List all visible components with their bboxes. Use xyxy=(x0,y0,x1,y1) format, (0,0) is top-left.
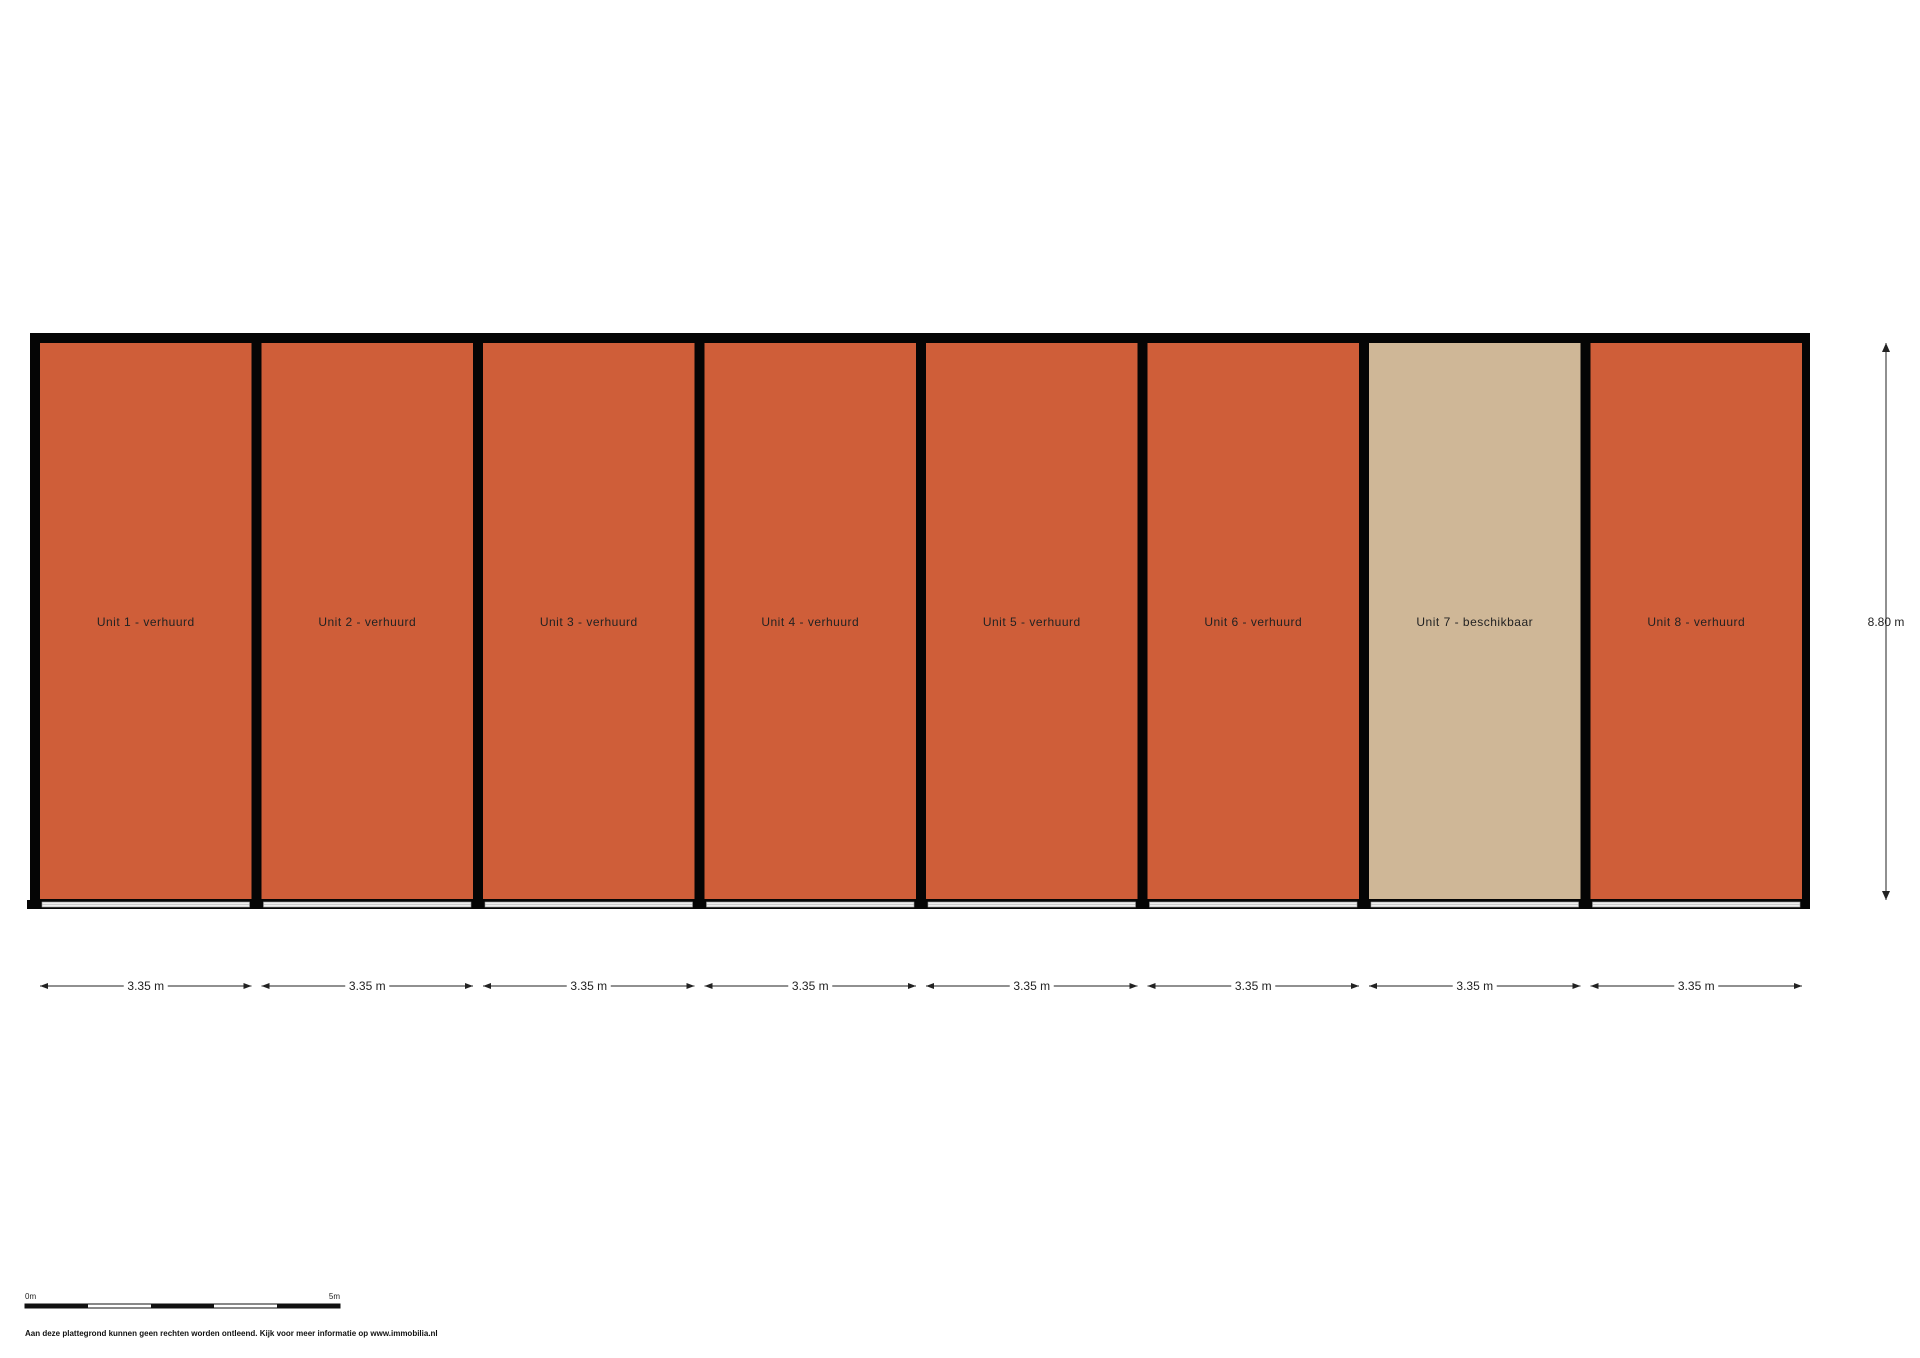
unit-label: Unit 2 - verhuurd xyxy=(318,615,416,629)
unit-floor xyxy=(704,343,916,899)
width-arrow-left xyxy=(704,983,713,989)
width-arrow-left xyxy=(483,983,491,989)
unit-label: Unit 6 - verhuurd xyxy=(1204,615,1302,629)
width-arrow-right xyxy=(1572,983,1581,989)
width-label-bg xyxy=(345,978,390,993)
unit-floor xyxy=(483,343,695,899)
units: Unit 1 - verhuurd Unit 2 - verhuurd Unit 3… xyxy=(40,343,1802,908)
unit-floor xyxy=(1369,343,1581,899)
width-label-bg xyxy=(1452,978,1497,993)
wall-post xyxy=(471,900,485,909)
width-dimension-2: 3.35 m xyxy=(261,978,473,993)
width-arrow-left xyxy=(1590,983,1599,989)
scale-bar-segment xyxy=(151,1304,214,1308)
scale-bar-start-label: 0m xyxy=(25,1292,36,1301)
unit-floor xyxy=(261,343,473,899)
width-arrow-left xyxy=(40,983,48,989)
unit-floor xyxy=(1147,343,1359,899)
width-dimension-label: 3.35 m xyxy=(1678,979,1715,993)
width-dimension-label: 3.35 m xyxy=(1456,979,1493,993)
unit-4: Unit 4 - verhuurd xyxy=(704,343,916,908)
width-label-bg xyxy=(123,978,168,993)
width-dimension-5: 3.35 m xyxy=(926,978,1138,993)
depth-dimension-label: 8.80 m xyxy=(1868,615,1905,629)
width-arrow-right xyxy=(1129,983,1138,989)
scale-bar: 0m 5m xyxy=(24,1292,341,1309)
depth-dimension: 8.80 m xyxy=(1868,343,1905,900)
width-label-bg xyxy=(566,978,611,993)
width-arrow-right xyxy=(243,983,252,989)
width-label-bg xyxy=(1231,978,1276,993)
unit-7: Unit 7 - beschikbaar xyxy=(1369,343,1581,908)
width-label-bg xyxy=(1009,978,1054,993)
width-dimension-4: 3.35 m xyxy=(704,978,916,993)
width-dimension-label: 3.35 m xyxy=(1013,979,1050,993)
width-dimension-label: 3.35 m xyxy=(1235,979,1272,993)
unit-3: Unit 3 - verhuurd xyxy=(483,343,695,908)
wall-post xyxy=(914,900,928,909)
width-arrow-left xyxy=(1147,983,1156,989)
unit-2: Unit 2 - verhuurd xyxy=(261,343,473,908)
unit-label: Unit 1 - verhuurd xyxy=(97,615,195,629)
unit-1: Unit 1 - verhuurd xyxy=(40,343,252,908)
scale-bar-segment xyxy=(25,1304,88,1308)
unit-label: Unit 7 - beschikbaar xyxy=(1416,615,1533,629)
width-dimension-7: 3.35 m xyxy=(1369,978,1581,993)
width-arrow-right xyxy=(1794,983,1802,989)
width-dimension-label: 3.35 m xyxy=(570,979,607,993)
width-arrow-left xyxy=(1369,983,1377,989)
wall-post xyxy=(27,900,41,909)
scale-bar-segment xyxy=(277,1304,340,1308)
width-dimension-label: 3.35 m xyxy=(127,979,164,993)
width-dimension-1: 3.35 m xyxy=(40,978,252,993)
disclaimer: Aan deze plattegrond kunnen geen rechten… xyxy=(25,1329,438,1338)
wall-post xyxy=(1135,900,1150,909)
unit-6: Unit 6 - verhuurd xyxy=(1147,343,1359,908)
wall-post xyxy=(1357,900,1371,909)
unit-label: Unit 5 - verhuurd xyxy=(983,615,1081,629)
wall-post xyxy=(249,900,264,909)
unit-label: Unit 3 - verhuurd xyxy=(540,615,638,629)
width-dimension-6: 3.35 m xyxy=(1147,978,1359,993)
unit-floor xyxy=(926,343,1138,899)
unit-floor xyxy=(1590,343,1802,899)
unit-label: Unit 8 - verhuurd xyxy=(1647,615,1745,629)
width-dimension-3: 3.35 m xyxy=(483,978,695,993)
wall-post xyxy=(1578,900,1593,909)
scale-bar-end-label: 5m xyxy=(329,1292,340,1301)
width-label-bg xyxy=(788,978,833,993)
unit-floor xyxy=(40,343,252,899)
width-dimensions: 3.35 m 3.35 m 3.35 m 3.35 m 3.35 m 3.35 m 3.35… xyxy=(40,978,1802,993)
width-arrow-right xyxy=(1351,983,1359,989)
width-label-bg xyxy=(1674,978,1719,993)
wall-post xyxy=(1796,900,1810,909)
width-arrow-left xyxy=(926,983,934,989)
depth-arrow-top xyxy=(1882,343,1890,352)
width-arrow-right xyxy=(908,983,916,989)
unit-8: Unit 8 - verhuurd xyxy=(1590,343,1802,908)
unit-label: Unit 4 - verhuurd xyxy=(761,615,859,629)
width-arrow-right xyxy=(465,983,473,989)
width-arrow-right xyxy=(686,983,695,989)
width-arrow-left xyxy=(261,983,270,989)
depth-arrow-bottom xyxy=(1882,891,1890,900)
unit-5: Unit 5 - verhuurd xyxy=(926,343,1138,908)
width-dimension-label: 3.35 m xyxy=(349,979,386,993)
width-dimension-label: 3.35 m xyxy=(792,979,829,993)
width-dimension-8: 3.35 m xyxy=(1590,978,1802,993)
wall-post xyxy=(692,900,707,909)
